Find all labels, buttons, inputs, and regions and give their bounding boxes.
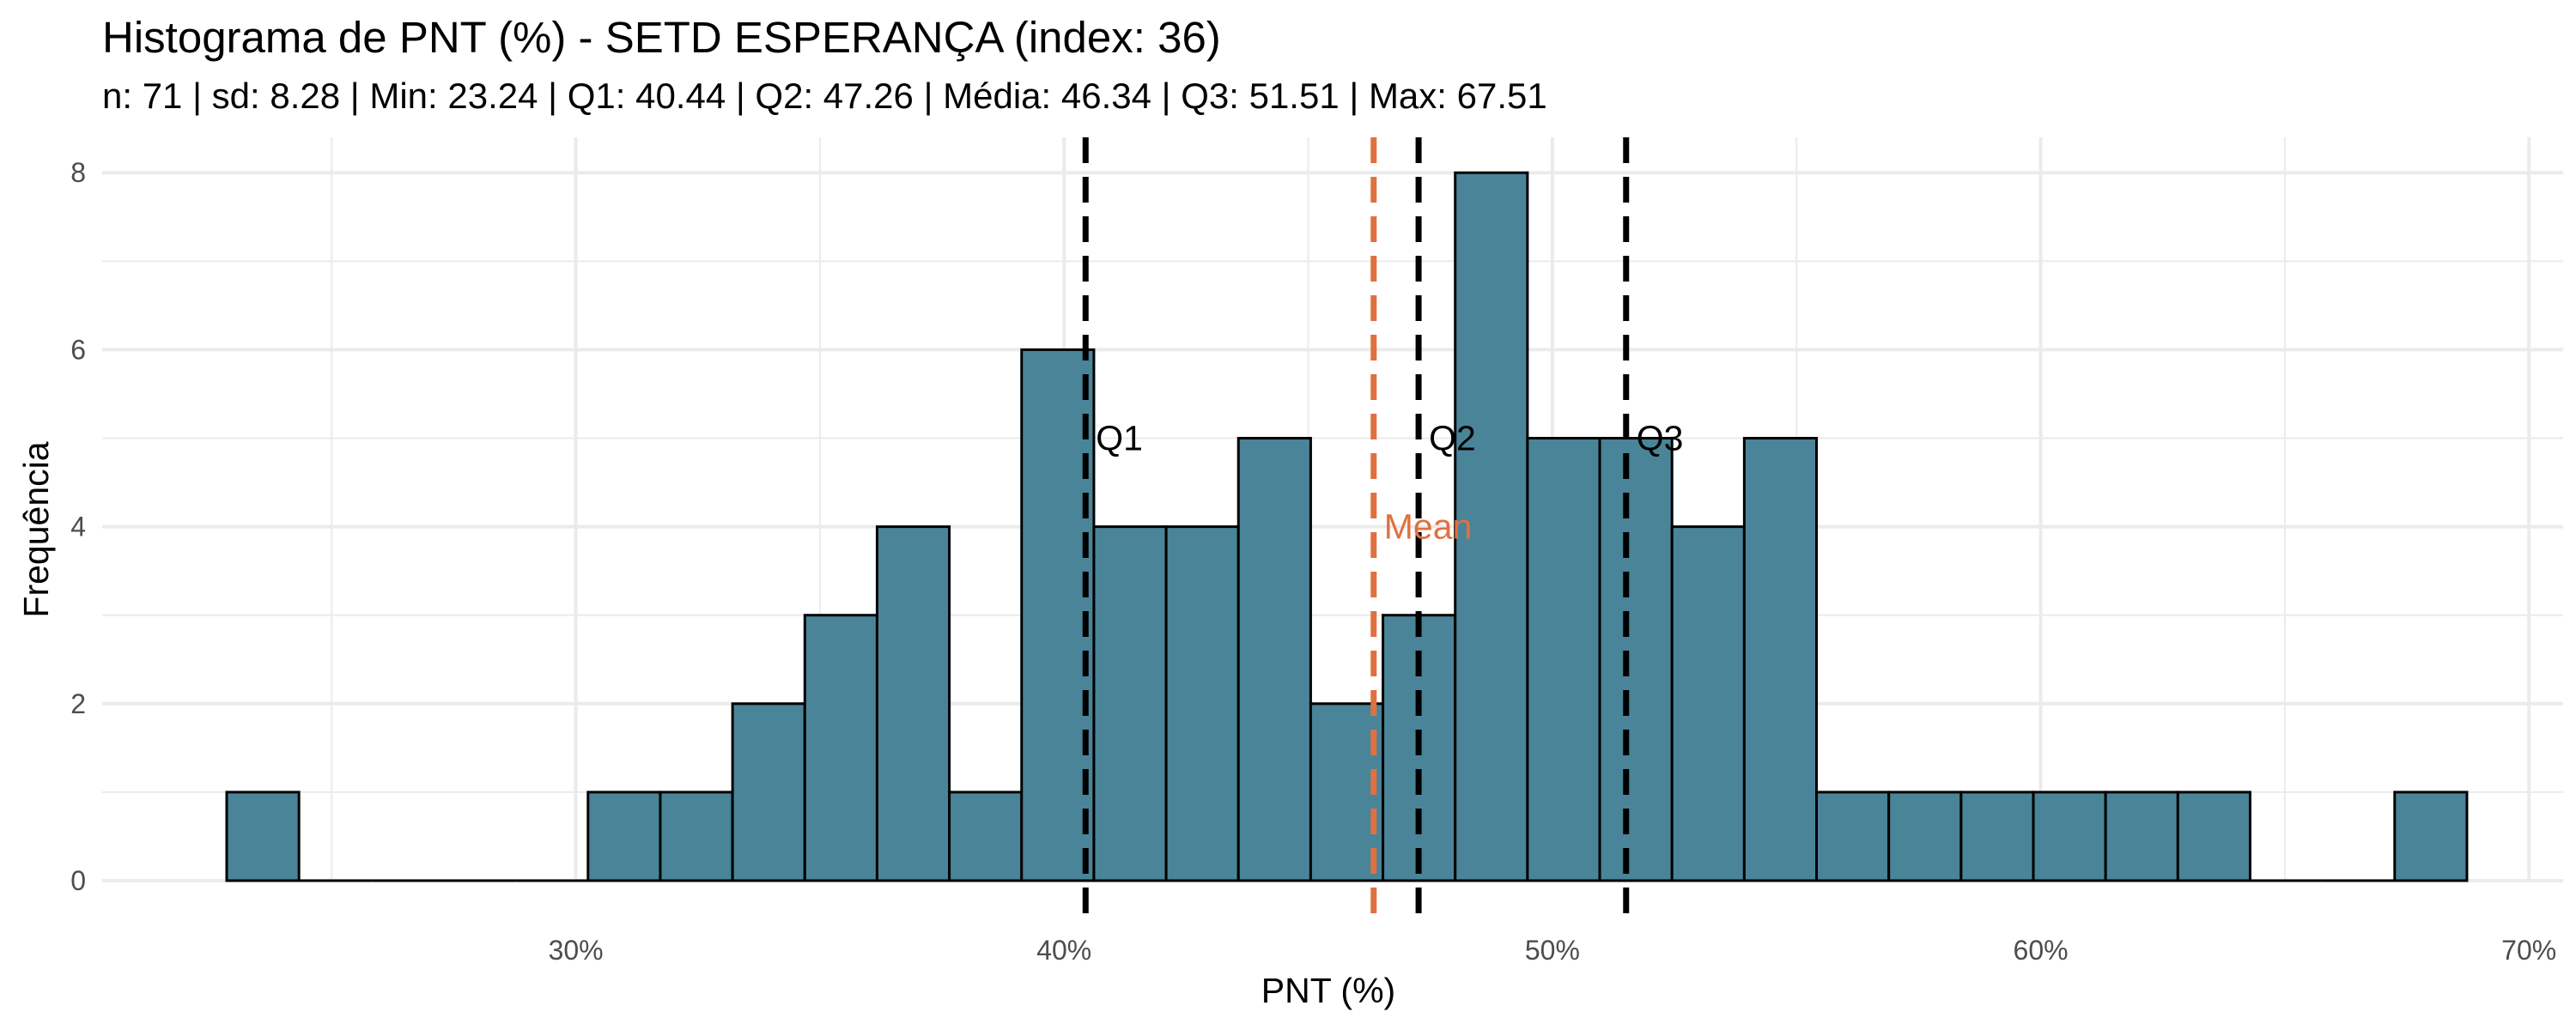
histogram-bar xyxy=(2393,791,2469,882)
histogram-bar xyxy=(1092,525,1168,882)
x-tick-label: 60% xyxy=(2014,935,2069,966)
bars-layer xyxy=(225,171,2469,882)
histogram-bar xyxy=(1526,437,1601,882)
histogram-bar xyxy=(1887,791,1963,882)
histogram-bar xyxy=(803,614,878,882)
histogram-bar xyxy=(586,791,662,882)
histogram-bar xyxy=(2104,791,2179,882)
x-tick-label: 40% xyxy=(1036,935,1091,966)
y-tick-label: 2 xyxy=(70,688,86,719)
chart-title: Histograma de PNT (%) - SETD ESPERANÇA (… xyxy=(102,13,1221,62)
histogram-bar xyxy=(225,791,301,882)
histogram-bar xyxy=(1670,525,1746,882)
reference-label-q1: Q1 xyxy=(1096,419,1143,458)
y-tick-label: 8 xyxy=(70,157,86,188)
histogram-bar xyxy=(731,702,806,882)
x-tick-label: 70% xyxy=(2501,935,2556,966)
reference-label-mean: Mean xyxy=(1384,507,1473,547)
histogram-bar xyxy=(659,791,734,882)
reference-label-q2: Q2 xyxy=(1429,419,1476,458)
y-tick-label: 0 xyxy=(70,865,86,896)
histogram-bar xyxy=(948,791,1024,882)
histogram-bar xyxy=(1164,525,1240,882)
histogram-bar xyxy=(1236,437,1312,882)
histogram-bar xyxy=(1020,348,1096,882)
histogram-bar xyxy=(1742,437,1819,882)
histogram-bar xyxy=(2176,791,2251,882)
histogram-bar xyxy=(2032,791,2107,882)
y-axis-label: Frequência xyxy=(16,441,56,617)
y-tick-label: 6 xyxy=(70,334,86,365)
histogram-bar xyxy=(1598,437,1674,882)
chart-subtitle: n: 71 | sd: 8.28 | Min: 23.24 | Q1: 40.4… xyxy=(102,76,1547,116)
reference-lines-layer: Q1 Q2 Q3 Mean xyxy=(1082,137,1684,915)
histogram-bar xyxy=(1815,791,1891,882)
reference-label-q3: Q3 xyxy=(1637,419,1684,458)
x-tick-label: 50% xyxy=(1525,935,1580,966)
histogram-bar xyxy=(875,525,951,882)
x-axis-label: PNT (%) xyxy=(1261,971,1395,1010)
histogram-bar xyxy=(1959,791,2035,882)
tick-labels-layer: 30% 40% 50% 60% 70% 0 2 4 6 8 xyxy=(70,157,2556,966)
y-tick-label: 4 xyxy=(70,512,86,542)
x-tick-label: 30% xyxy=(549,935,604,966)
